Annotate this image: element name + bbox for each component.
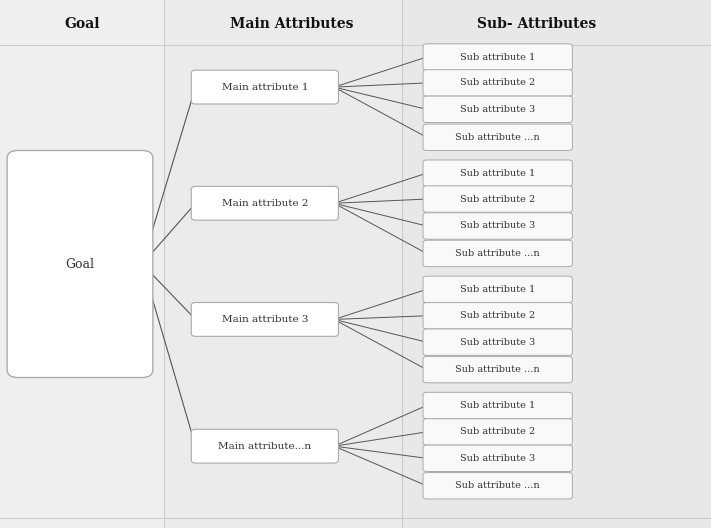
Text: Sub attribute 2: Sub attribute 2 [460, 311, 535, 320]
Text: Sub attribute 1: Sub attribute 1 [460, 52, 535, 62]
Text: Main attribute...n: Main attribute...n [218, 441, 311, 451]
FancyBboxPatch shape [164, 0, 402, 528]
FancyBboxPatch shape [191, 303, 338, 336]
FancyBboxPatch shape [423, 124, 572, 150]
FancyBboxPatch shape [423, 186, 572, 212]
FancyBboxPatch shape [402, 0, 711, 528]
Text: Sub attribute 3: Sub attribute 3 [460, 337, 535, 347]
FancyBboxPatch shape [423, 329, 572, 355]
FancyBboxPatch shape [7, 150, 153, 378]
Text: Sub attribute ...n: Sub attribute ...n [455, 481, 540, 491]
Text: Main attribute 1: Main attribute 1 [222, 82, 308, 92]
FancyBboxPatch shape [191, 429, 338, 463]
FancyBboxPatch shape [423, 240, 572, 267]
Text: Sub attribute ...n: Sub attribute ...n [455, 249, 540, 258]
Text: Sub attribute 1: Sub attribute 1 [460, 168, 535, 178]
FancyBboxPatch shape [423, 356, 572, 383]
Text: Sub attribute 1: Sub attribute 1 [460, 285, 535, 294]
FancyBboxPatch shape [423, 419, 572, 445]
FancyBboxPatch shape [423, 473, 572, 499]
FancyBboxPatch shape [423, 303, 572, 329]
Text: Sub attribute 2: Sub attribute 2 [460, 194, 535, 204]
FancyBboxPatch shape [423, 44, 572, 70]
Text: Sub attribute 1: Sub attribute 1 [460, 401, 535, 410]
Text: Sub attribute ...n: Sub attribute ...n [455, 133, 540, 142]
Text: Sub attribute 3: Sub attribute 3 [460, 105, 535, 114]
Text: Sub attribute 2: Sub attribute 2 [460, 427, 535, 437]
Text: Main attribute 3: Main attribute 3 [222, 315, 308, 324]
FancyBboxPatch shape [0, 0, 164, 528]
FancyBboxPatch shape [423, 70, 572, 96]
Text: Sub attribute 3: Sub attribute 3 [460, 454, 535, 463]
Text: Sub attribute ...n: Sub attribute ...n [455, 365, 540, 374]
FancyBboxPatch shape [423, 445, 572, 472]
Text: Sub attribute 2: Sub attribute 2 [460, 78, 535, 88]
Text: Main attribute 2: Main attribute 2 [222, 199, 308, 208]
FancyBboxPatch shape [423, 392, 572, 419]
Text: Goal: Goal [65, 258, 95, 270]
FancyBboxPatch shape [191, 186, 338, 220]
Text: Sub attribute 3: Sub attribute 3 [460, 221, 535, 231]
FancyBboxPatch shape [423, 213, 572, 239]
Text: Goal: Goal [64, 17, 100, 31]
FancyBboxPatch shape [423, 96, 572, 122]
Text: Main Attributes: Main Attributes [230, 17, 353, 31]
FancyBboxPatch shape [423, 276, 572, 303]
FancyBboxPatch shape [191, 70, 338, 104]
FancyBboxPatch shape [423, 160, 572, 186]
Text: Sub- Attributes: Sub- Attributes [477, 17, 597, 31]
